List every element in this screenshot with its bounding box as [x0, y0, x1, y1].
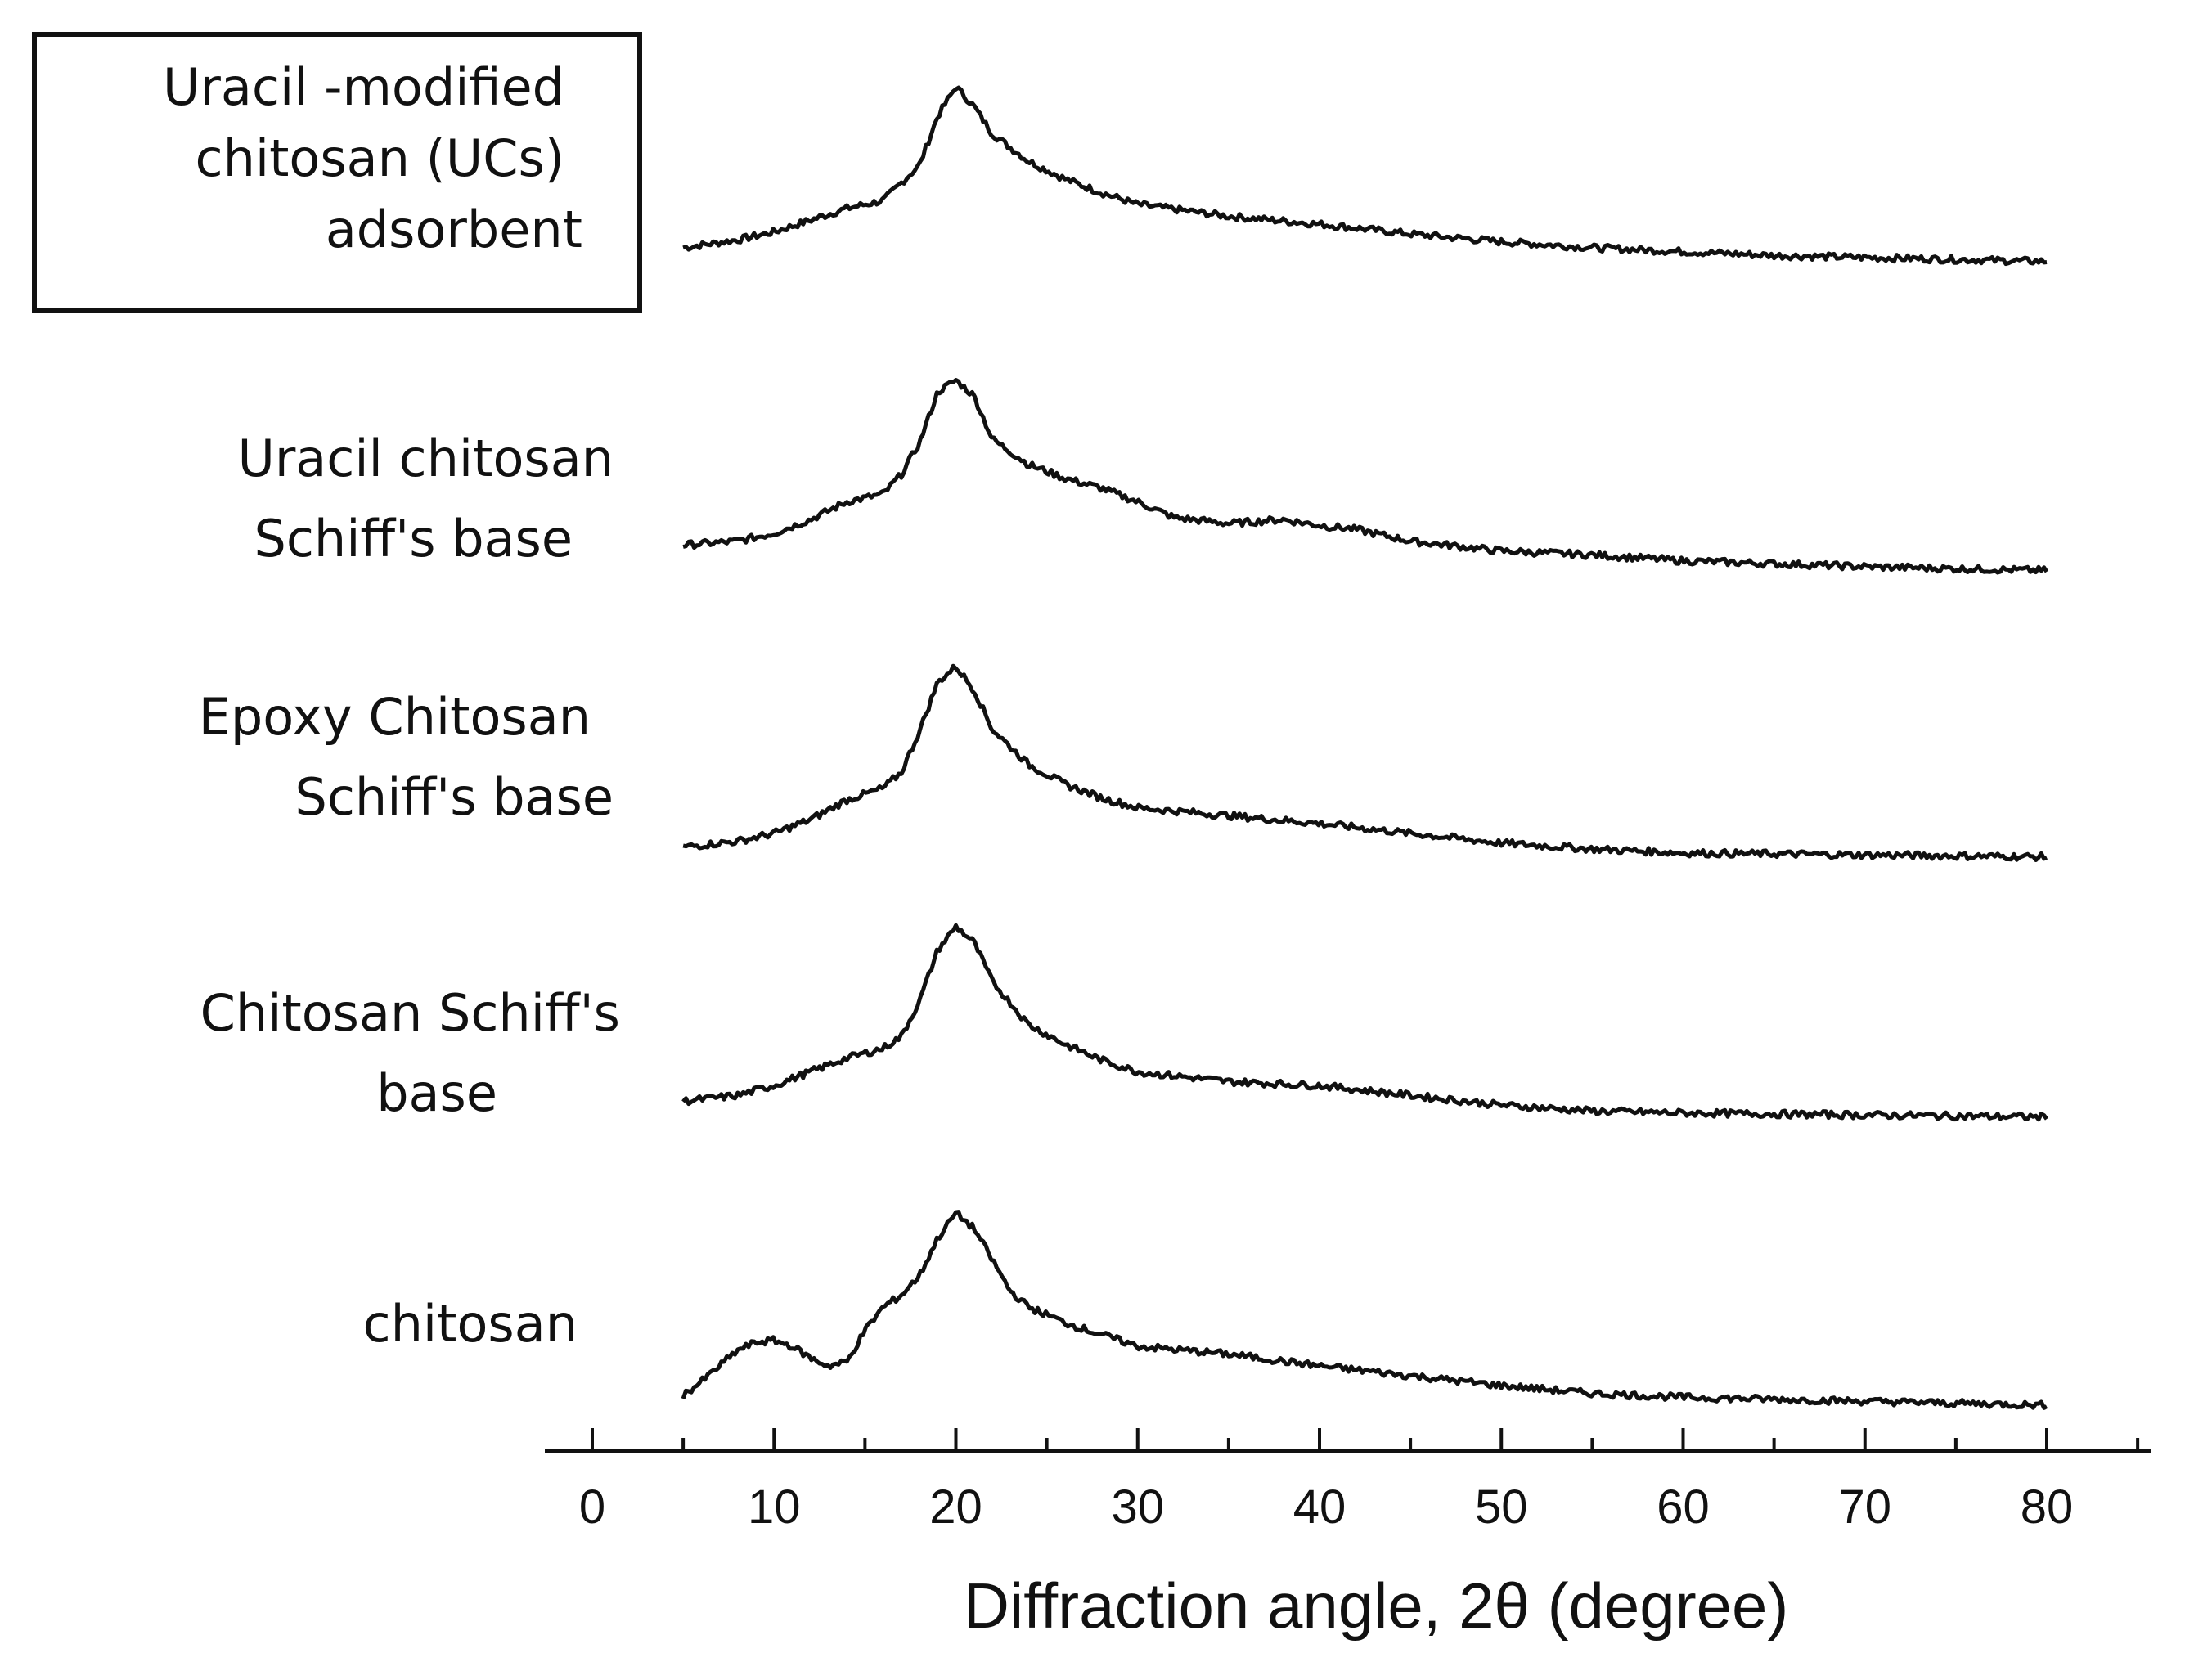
trace-label-csb-line-1: Chitosan Schiff's: [200, 983, 620, 1043]
trace-label-cs-line-1: chitosan: [363, 1294, 578, 1354]
trace-label-ecsb-line-2: Schiff's base: [294, 767, 614, 827]
trace-ucs: [682, 85, 2048, 267]
trace-ecsb: [682, 663, 2048, 862]
trace-label-csb-line-2: base: [376, 1063, 497, 1123]
x-tick-label-80: 80: [2021, 1480, 2074, 1534]
trace-csb: [681, 923, 2049, 1122]
trace-label-ucs-line-2: chitosan (UCs): [196, 128, 565, 188]
x-axis-title: Diffraction angle, 2θ (degree): [964, 1570, 1789, 1642]
x-tick-label-60: 60: [1657, 1480, 1710, 1534]
trace-ucsb: [682, 378, 2049, 575]
x-tick-label-50: 50: [1475, 1480, 1528, 1534]
x-tick-label-40: 40: [1293, 1480, 1347, 1534]
x-tick-label-10: 10: [748, 1480, 801, 1534]
x-tick-label-30: 30: [1111, 1480, 1164, 1534]
trace-label-ucsb-line-2: Schiff's base: [254, 509, 573, 568]
x-tick-label-70: 70: [1838, 1480, 1891, 1534]
trace-cs: [681, 1210, 2048, 1410]
x-tick-label-20: 20: [929, 1480, 982, 1534]
trace-label-ucsb-line-1: Uracil chitosan: [237, 429, 614, 488]
trace-label-ucs-line-1: Uracil -modified: [163, 57, 564, 117]
ucs-label-box: [32, 32, 642, 313]
x-tick-label-0: 0: [579, 1480, 605, 1534]
trace-label-ecsb-line-1: Epoxy Chitosan: [199, 687, 591, 747]
trace-label-ucs-line-3: adsorbent: [326, 200, 582, 259]
